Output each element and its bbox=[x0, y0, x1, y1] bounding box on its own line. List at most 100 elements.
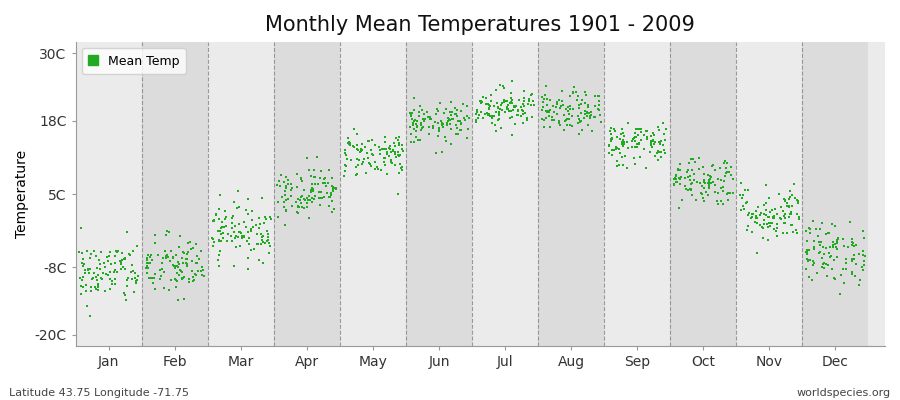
Point bbox=[519, 117, 534, 124]
Point bbox=[633, 126, 647, 132]
Point bbox=[566, 106, 580, 112]
Point bbox=[808, 226, 823, 232]
Point bbox=[321, 194, 336, 200]
Point bbox=[814, 220, 829, 226]
Point bbox=[158, 248, 173, 254]
Point bbox=[155, 260, 169, 266]
Point bbox=[317, 194, 331, 200]
Point bbox=[778, 197, 792, 204]
Point bbox=[357, 144, 372, 150]
Point bbox=[857, 234, 871, 241]
Point bbox=[835, 236, 850, 242]
Point bbox=[212, 237, 226, 243]
Point bbox=[814, 264, 829, 270]
Point bbox=[680, 167, 695, 173]
Point bbox=[176, 274, 191, 280]
Point bbox=[611, 162, 625, 168]
Point bbox=[385, 147, 400, 153]
Bar bbox=[208, 42, 274, 346]
Point bbox=[252, 225, 266, 232]
Point bbox=[724, 172, 738, 178]
Point bbox=[569, 88, 583, 95]
Point bbox=[88, 283, 103, 290]
Point bbox=[498, 108, 512, 115]
Point bbox=[844, 271, 859, 277]
Point bbox=[685, 167, 699, 174]
Point bbox=[214, 224, 229, 231]
Point bbox=[73, 225, 87, 232]
Point bbox=[312, 188, 327, 195]
Point bbox=[277, 192, 292, 198]
Point bbox=[544, 97, 558, 103]
Point bbox=[297, 187, 311, 193]
Point bbox=[277, 187, 292, 194]
Point bbox=[490, 128, 504, 135]
Point bbox=[323, 192, 338, 198]
Point bbox=[792, 214, 806, 220]
Point bbox=[629, 126, 643, 132]
Point bbox=[760, 214, 775, 220]
Point bbox=[644, 140, 658, 146]
Point bbox=[616, 141, 631, 147]
Point bbox=[212, 238, 227, 244]
Point bbox=[441, 114, 455, 121]
Point bbox=[260, 237, 274, 243]
Point bbox=[455, 100, 470, 107]
Point bbox=[603, 136, 617, 143]
Point bbox=[212, 216, 226, 222]
Point bbox=[212, 248, 227, 255]
Point bbox=[474, 98, 489, 105]
Point bbox=[634, 137, 648, 143]
Point bbox=[767, 226, 781, 232]
Point bbox=[508, 104, 522, 110]
Point bbox=[779, 200, 794, 206]
Point bbox=[815, 244, 830, 250]
Point bbox=[307, 174, 321, 180]
Point bbox=[626, 144, 640, 150]
Point bbox=[684, 156, 698, 162]
Point bbox=[209, 211, 223, 217]
Point bbox=[122, 275, 136, 281]
Point bbox=[119, 297, 133, 303]
Point bbox=[391, 137, 405, 143]
Point bbox=[139, 265, 153, 271]
Point bbox=[102, 258, 116, 264]
Point bbox=[340, 140, 355, 146]
Point bbox=[602, 142, 616, 149]
Point bbox=[377, 155, 392, 161]
Point bbox=[573, 100, 588, 107]
Point bbox=[847, 242, 861, 249]
Point bbox=[108, 276, 122, 282]
Point bbox=[536, 117, 551, 124]
Point bbox=[563, 106, 578, 112]
Point bbox=[742, 210, 756, 216]
Point bbox=[346, 144, 361, 151]
Point bbox=[73, 275, 87, 282]
Point bbox=[782, 214, 796, 220]
Point bbox=[542, 109, 556, 116]
Point bbox=[652, 141, 667, 147]
Point bbox=[320, 180, 335, 186]
Point bbox=[703, 173, 717, 180]
Point bbox=[582, 112, 597, 119]
Point bbox=[391, 191, 405, 198]
Point bbox=[505, 132, 519, 138]
Point bbox=[226, 212, 240, 219]
Point bbox=[162, 229, 176, 235]
Point bbox=[142, 274, 157, 281]
Point bbox=[407, 95, 421, 102]
Point bbox=[559, 116, 573, 123]
Point bbox=[621, 144, 635, 151]
Point bbox=[462, 115, 476, 121]
Point bbox=[841, 244, 855, 250]
Point bbox=[75, 277, 89, 284]
Point bbox=[554, 103, 568, 109]
Point bbox=[616, 143, 630, 150]
Point bbox=[605, 152, 619, 158]
Point bbox=[440, 119, 454, 126]
Point bbox=[209, 212, 223, 218]
Point bbox=[616, 141, 630, 148]
Point bbox=[83, 313, 97, 319]
Point bbox=[91, 283, 105, 290]
Point bbox=[757, 217, 771, 224]
